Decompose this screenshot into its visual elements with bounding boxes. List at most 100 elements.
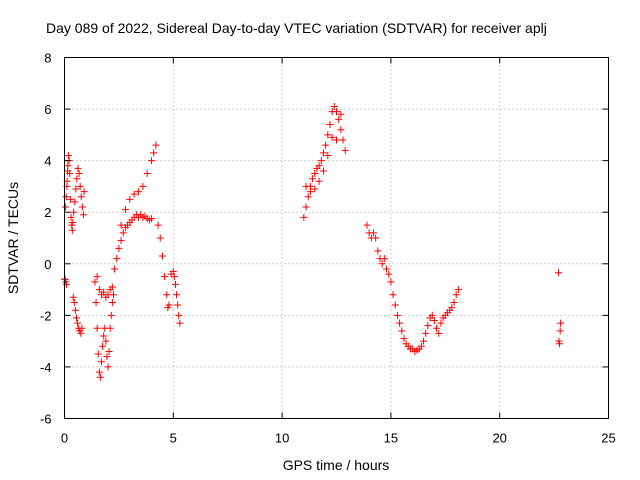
data-point [126, 195, 134, 203]
data-point [322, 141, 330, 149]
data-point [156, 234, 164, 242]
data-point [108, 298, 116, 306]
data-point [330, 102, 338, 110]
data-point [380, 255, 388, 263]
x-tick-label: 10 [275, 431, 289, 446]
data-point [104, 291, 112, 299]
data-point [398, 327, 406, 335]
y-tick-label: -6 [40, 412, 52, 427]
data-point [80, 188, 88, 196]
data-point [97, 358, 105, 366]
data-point [420, 337, 428, 345]
data-point [72, 185, 80, 193]
marks-layer [61, 102, 565, 381]
data-point [556, 340, 564, 348]
data-point [66, 195, 74, 203]
data-point [437, 319, 445, 327]
data-point [385, 270, 393, 278]
data-point [369, 229, 377, 237]
data-point [333, 136, 340, 144]
y-tick-label: 4 [44, 154, 51, 169]
data-point [333, 108, 340, 116]
data-point [69, 219, 77, 227]
data-point [115, 244, 123, 252]
y-tick-label: 6 [44, 102, 51, 117]
data-point [326, 121, 334, 129]
data-point [173, 291, 181, 299]
data-point [396, 319, 404, 327]
data-point [448, 304, 456, 312]
data-point [169, 268, 177, 276]
data-point [71, 198, 79, 206]
data-point [72, 314, 80, 322]
data-point [143, 170, 151, 178]
data-point [95, 286, 103, 294]
data-point [452, 291, 460, 299]
x-tick-label: 20 [492, 431, 506, 446]
data-point [74, 319, 82, 327]
y-tick-label: 8 [44, 51, 51, 66]
data-point [300, 213, 308, 221]
data-point [74, 164, 82, 172]
data-point [554, 269, 562, 277]
data-point [372, 234, 380, 242]
data-point [62, 203, 70, 211]
data-point [94, 350, 102, 358]
data-point [77, 329, 85, 337]
x-tick-label: 0 [61, 431, 68, 446]
data-point [393, 311, 401, 319]
data-point [428, 311, 436, 319]
data-point [106, 324, 114, 332]
data-point [391, 301, 399, 309]
data-point [430, 317, 438, 325]
data-point [337, 126, 345, 134]
data-point [324, 131, 332, 139]
data-point [400, 335, 408, 343]
data-point [389, 291, 397, 299]
data-point [339, 136, 347, 144]
data-point [154, 221, 162, 229]
data-point [103, 353, 111, 361]
data-point [91, 278, 99, 286]
data-point [121, 206, 129, 214]
data-point [311, 185, 319, 193]
data-point [433, 324, 441, 332]
data-point [117, 221, 125, 229]
data-point [152, 141, 160, 149]
data-point [117, 237, 125, 245]
data-point [75, 170, 83, 178]
data-point [424, 322, 432, 330]
data-point [77, 193, 85, 201]
data-point [163, 291, 171, 299]
data-point [64, 151, 72, 159]
y-tick-label: 2 [44, 205, 51, 220]
data-point [148, 215, 156, 223]
data-point [417, 342, 425, 350]
data-point [378, 260, 386, 268]
data-point [374, 247, 382, 255]
data-point [328, 133, 336, 141]
data-point [62, 193, 70, 201]
data-point [176, 319, 184, 327]
data-point [171, 280, 179, 288]
data-point [102, 337, 110, 345]
data-point [95, 368, 103, 376]
data-point [71, 306, 79, 314]
data-point [422, 329, 430, 337]
data-point [93, 324, 101, 332]
y-tick-label: -4 [40, 360, 52, 375]
y-axis-label: SDTVAR / TECUs [5, 182, 21, 294]
data-point [165, 301, 173, 309]
data-point [64, 167, 72, 175]
data-point [139, 182, 147, 190]
data-point [306, 188, 314, 196]
data-point [341, 146, 349, 154]
plot-frame [64, 57, 609, 419]
data-point [158, 252, 166, 260]
data-point [79, 211, 87, 219]
data-point [324, 151, 332, 159]
data-point [148, 157, 156, 165]
data-point [175, 311, 183, 319]
data-point [311, 170, 319, 178]
data-point [70, 298, 78, 306]
